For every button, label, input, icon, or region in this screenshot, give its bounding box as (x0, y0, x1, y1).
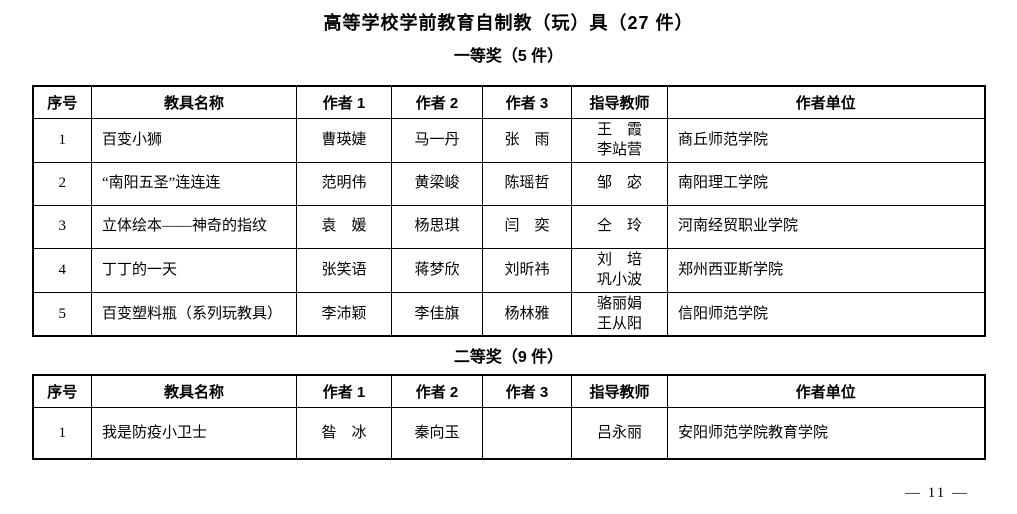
column-header: 序号 (32, 85, 92, 119)
column-header: 指导教师 (571, 374, 668, 408)
table-cell: 刘 培 巩小波 (571, 247, 668, 293)
table-cell: 闫 奕 (482, 204, 572, 249)
table-cell: 1 (32, 406, 92, 460)
table-cell: 南阳理工学院 (667, 161, 985, 206)
table-cell: 黄梁峻 (391, 161, 483, 206)
table-cell: 1 (32, 117, 92, 163)
table-row: 2 “南阳五圣”连连连 范明伟 黄梁峻 陈瑶哲邹 宓南阳理工学院 (32, 161, 985, 206)
table-cell (482, 406, 572, 460)
table-cell: 张 雨 (482, 117, 572, 163)
table-cell: 5 (32, 291, 92, 337)
table-cell: 仝 玲 (571, 204, 668, 249)
table-cell: 河南经贸职业学院 (667, 204, 985, 249)
column-header: 教具名称 (91, 374, 297, 408)
page-title: 高等学校学前教育自制教（玩）具（27 件） (323, 13, 694, 33)
section-heading-second-prize: 二等奖（9 件） (453, 349, 564, 366)
table-cell: 秦向玉 (391, 406, 483, 460)
table-row: 3 立体绘本——神奇的指纹袁 媛杨思琪闫 奕仝 玲河南经贸职业学院 (32, 204, 985, 249)
table-cell: 商丘师范学院 (667, 117, 985, 163)
table-cell: 杨林雅 (482, 291, 572, 337)
column-header: 作者 3 (482, 85, 572, 119)
table-cell: 李沛颖 (296, 291, 392, 337)
column-header: 作者单位 (667, 85, 985, 119)
table-cell: 我是防疫小卫士 (91, 406, 297, 460)
table-cell: 张笑语 (296, 247, 392, 293)
table-cell: 马一丹 (391, 117, 483, 163)
table-cell: 蒋梦欣 (391, 247, 483, 293)
column-header: 序号 (32, 374, 92, 408)
table-cell: 百变塑料瓶（系列玩教具） (91, 291, 297, 337)
table-cell: 杨思琪 (391, 204, 483, 249)
column-header: 指导教师 (571, 85, 668, 119)
table-cell: 4 (32, 247, 92, 293)
section-heading-first-prize: 一等奖（5 件） (453, 48, 564, 65)
column-header: 作者 2 (391, 85, 483, 119)
table-cell: 3 (32, 204, 92, 249)
table-cell: 郑州西亚斯学院 (667, 247, 985, 293)
table-cell: 2 (32, 161, 92, 206)
table-cell: 曹瑛婕 (296, 117, 392, 163)
table-cell: 安阳师范学院教育学院 (667, 406, 985, 460)
table-cell: 刘昕祎 (482, 247, 572, 293)
page-number: — 11 — (905, 485, 969, 501)
table-cell: 百变小狮 (91, 117, 297, 163)
table-cell: 昝 冰 (296, 406, 392, 460)
column-header: 教具名称 (91, 85, 297, 119)
table-cell: 丁丁的一天 (91, 247, 297, 293)
column-header: 作者 3 (482, 374, 572, 408)
table-cell: 立体绘本——神奇的指纹 (91, 204, 297, 249)
column-header: 作者 1 (296, 374, 392, 408)
column-header: 作者单位 (667, 374, 985, 408)
second-prize-table: 序号 教具名称 作者 1 作者 2 作者 3 指导教师 作者单位 1 我是防疫小卫士昝 冰秦向玉… (31, 374, 986, 460)
header-row: 序号 教具名称 作者 1 作者 2 作者 3 指导教师 作者单位 (32, 85, 985, 119)
table-cell: “南阳五圣”连连连 (91, 161, 297, 206)
table-cell: 骆丽娟 王从阳 (571, 291, 668, 337)
table-cell: 李佳旗 (391, 291, 483, 337)
table-row: 1 百变小狮 曹瑛婕 马一丹张 雨王 霞 李站营 商丘师范学院 (32, 117, 985, 163)
column-header: 作者 1 (296, 85, 392, 119)
table-row: 5 百变塑料瓶（系列玩教具） 李沛颖 李佳旗 杨林雅 骆丽娟 王从阳 信阳师范学院 (32, 291, 985, 337)
table-cell: 信阳师范学院 (667, 291, 985, 337)
table-cell: 吕永丽 (571, 406, 668, 460)
table-row: 4 丁丁的一天 张笑语 蒋梦欣 刘昕祎刘 培 巩小波 郑州西亚斯学院 (32, 247, 985, 293)
header-row: 序号 教具名称 作者 1 作者 2 作者 3 指导教师 作者单位 (32, 374, 985, 408)
first-prize-table: 序号 教具名称 作者 1 作者 2 作者 3 指导教师 作者单位 1 百变小狮 曹瑛婕 马一丹张 雨… (31, 85, 986, 337)
table-cell: 邹 宓 (571, 161, 668, 206)
table-row: 1 我是防疫小卫士昝 冰秦向玉 吕永丽 安阳师范学院教育学院 (32, 406, 985, 460)
table-cell: 袁 媛 (296, 204, 392, 249)
table-cell: 范明伟 (296, 161, 392, 206)
column-header: 作者 2 (391, 374, 483, 408)
table-cell: 王 霞 李站营 (571, 117, 668, 163)
table-cell: 陈瑶哲 (482, 161, 572, 206)
